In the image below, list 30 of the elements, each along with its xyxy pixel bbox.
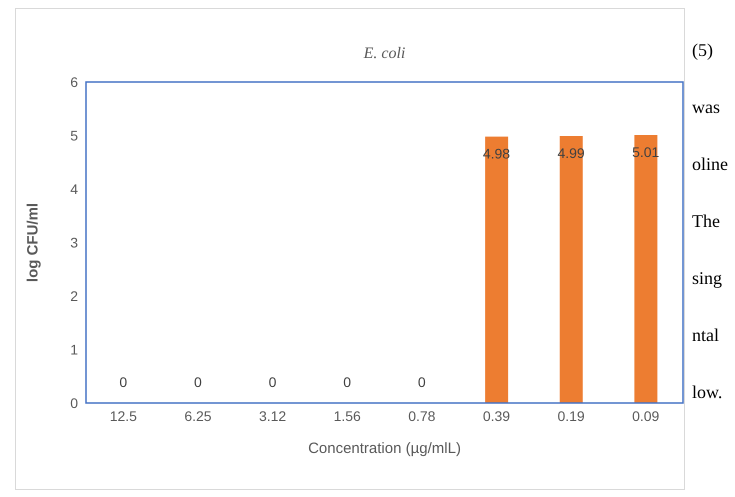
x-tick-label: 6.25 bbox=[184, 408, 212, 424]
x-tick-label: 0.39 bbox=[482, 408, 510, 424]
x-tick-label: 12.5 bbox=[110, 408, 138, 424]
y-tick-label: 1 bbox=[70, 341, 78, 358]
y-axis-title: log CFU/ml bbox=[24, 202, 42, 282]
text: The bbox=[692, 211, 720, 232]
x-tick-label: 0.09 bbox=[632, 408, 660, 424]
text: (5) bbox=[692, 40, 713, 61]
text: sing bbox=[692, 268, 722, 289]
data-label: 0 bbox=[194, 374, 202, 390]
data-label: 0 bbox=[268, 374, 277, 390]
y-tick-label: 2 bbox=[70, 288, 78, 304]
y-tick-label: 5 bbox=[70, 127, 78, 144]
text: low. bbox=[692, 382, 722, 403]
data-label: 0 bbox=[119, 374, 128, 390]
text: ntal bbox=[692, 325, 719, 346]
x-tick-label: 0.78 bbox=[408, 408, 436, 424]
text: oline bbox=[692, 154, 728, 175]
x-tick-label: 1.56 bbox=[334, 408, 362, 424]
chart-title: E. coli bbox=[362, 45, 406, 62]
y-tick-label: 0 bbox=[70, 394, 78, 411]
y-tick-label: 4 bbox=[70, 180, 78, 197]
x-axis-title: Concentration (µg/mlL) bbox=[308, 440, 461, 457]
text: was bbox=[692, 97, 720, 118]
x-tick-label: 0.19 bbox=[557, 408, 585, 424]
data-label: 0 bbox=[418, 374, 426, 390]
x-tick-label: 3.12 bbox=[258, 408, 286, 424]
data-label: 0 bbox=[343, 374, 352, 390]
y-tick-label: 3 bbox=[70, 234, 78, 250]
y-tick-label: 6 bbox=[70, 74, 78, 90]
